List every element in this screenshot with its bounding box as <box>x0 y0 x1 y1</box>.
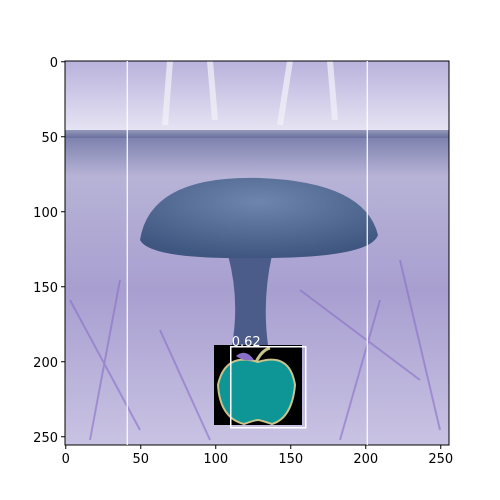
detection-box <box>230 346 307 429</box>
x-tick-label: 150 <box>278 452 303 467</box>
y-tick-label: 150 <box>33 281 58 296</box>
y-tick-label: 200 <box>33 356 58 371</box>
x-tick-label: 100 <box>203 452 228 467</box>
y-tick-label: 0 <box>50 56 58 71</box>
y-tick-label: 250 <box>33 431 58 446</box>
x-tick-label: 50 <box>132 452 149 467</box>
x-tick-label: 0 <box>62 452 70 467</box>
y-tick-label: 50 <box>41 131 58 146</box>
y-tick-label: 100 <box>33 206 58 221</box>
x-tick-label: 250 <box>428 452 453 467</box>
image <box>65 61 449 445</box>
axes-frame <box>64 60 450 446</box>
x-tick-label: 200 <box>353 452 378 467</box>
detection-score: 0.62 <box>232 335 261 350</box>
